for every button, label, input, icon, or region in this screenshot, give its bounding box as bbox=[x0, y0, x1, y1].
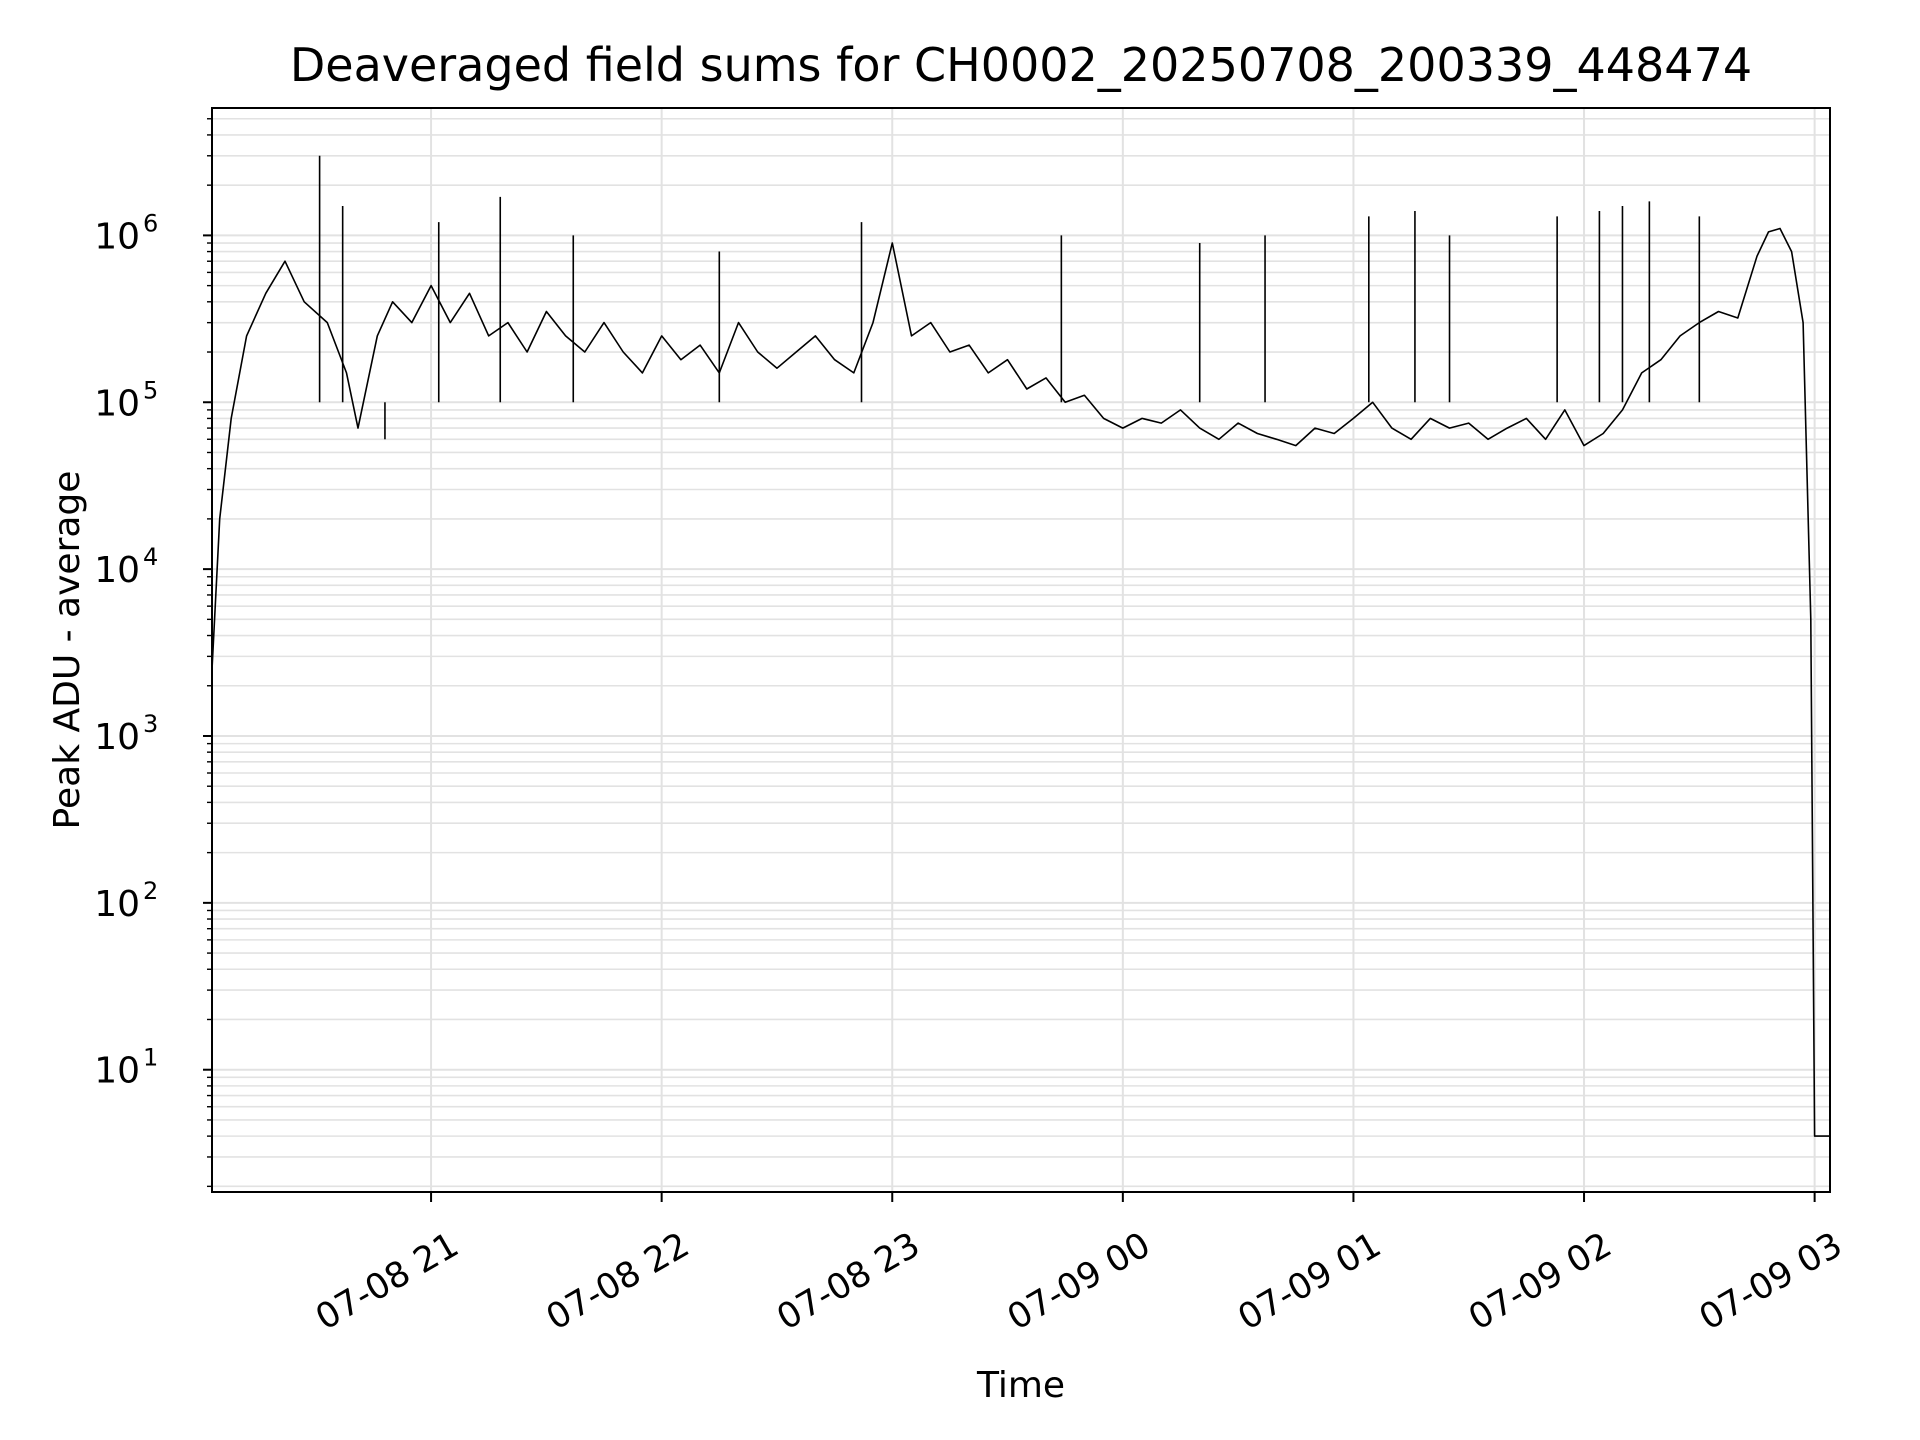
y-tick-exponent: 2 bbox=[143, 877, 158, 905]
chart-title: Deaveraged field sums for CH0002_2025070… bbox=[290, 38, 1752, 92]
series-line-main bbox=[211, 227, 1830, 1137]
y-tick-exponent: 5 bbox=[143, 376, 158, 404]
plot-frame bbox=[211, 107, 1831, 1193]
series-layer bbox=[211, 155, 1830, 1137]
y-tick-label: 10 bbox=[94, 216, 140, 257]
y-tick-label: 10 bbox=[94, 1051, 140, 1092]
y-tick-exponent: 1 bbox=[143, 1044, 158, 1072]
y-tick-label: 10 bbox=[94, 550, 140, 591]
y-tick-exponent: 6 bbox=[143, 209, 158, 237]
y-tick-label: 10 bbox=[94, 383, 140, 424]
y-axis-label: Peak ADU - average bbox=[47, 471, 88, 830]
y-tick-label: 10 bbox=[94, 884, 140, 925]
y-tick-label: 10 bbox=[94, 717, 140, 758]
grid bbox=[212, 108, 1830, 1192]
y-tick-exponent: 4 bbox=[143, 543, 158, 571]
x-axis-label: Time bbox=[976, 1365, 1065, 1406]
y-tick-exponent: 3 bbox=[143, 710, 158, 738]
